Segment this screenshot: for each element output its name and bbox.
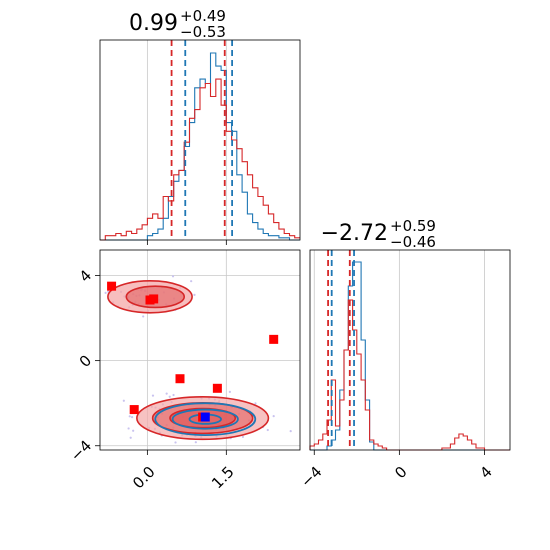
x-tick-label: 0.0 (129, 463, 159, 493)
histogram-param-0: 0.99 +0.49−0.53 (99, 7, 301, 245)
sample-dot (142, 315, 145, 318)
sample-dot (272, 415, 275, 418)
sample-dot (130, 416, 134, 419)
sample-dot (193, 293, 196, 297)
param-title-minus: −0.46 (390, 233, 436, 251)
sample-dot (266, 428, 269, 432)
param-title-minus: −0.53 (180, 23, 226, 41)
axes-frame (309, 249, 511, 451)
x-tick-label: 1.5 (208, 463, 238, 493)
sample-dot (168, 395, 171, 398)
sample-dot (194, 441, 197, 444)
param-title-value: −2.72 (321, 221, 388, 246)
sample-dot (92, 305, 94, 307)
axes-frame (99, 39, 301, 241)
scatter-contents (92, 275, 292, 444)
marker-red (107, 281, 117, 291)
sample-dot (96, 292, 98, 294)
sample-dot (241, 435, 245, 439)
contour-blue-0 (154, 402, 257, 437)
sample-dot (254, 402, 257, 405)
sample-dot (228, 390, 231, 393)
sample-dot (289, 430, 292, 433)
sample-dot (122, 399, 125, 402)
scatter-2d-panel: 0.0 1.5 −4 0 4 (67, 249, 301, 493)
sample-dot (190, 280, 193, 283)
x-tick-label: −4 (297, 463, 325, 491)
y-tick-label: 4 (76, 266, 95, 285)
y-tick-label: 0 (76, 351, 95, 370)
marker-red (269, 334, 279, 344)
histogram-blue (100, 52, 300, 241)
sample-dot (104, 291, 107, 294)
sample-dot (127, 427, 130, 430)
sample-dot (151, 394, 155, 397)
marker-red (129, 405, 139, 415)
marker-red (175, 374, 185, 384)
marker-blue (200, 412, 210, 422)
sample-dot (128, 415, 131, 418)
sample-dot (165, 392, 168, 395)
histogram-red (100, 78, 300, 241)
sample-dot (174, 441, 177, 444)
y-tick-label: −4 (67, 437, 95, 465)
sample-dot (171, 275, 175, 278)
axes-frame (99, 249, 301, 451)
marker-red (145, 295, 155, 305)
contour-blue-1 (171, 408, 239, 430)
param-title-plus: +0.49 (180, 7, 226, 25)
x-tick-label: 0 (391, 463, 410, 482)
x-tick-label: 4 (476, 463, 495, 482)
sample-dot (129, 436, 132, 439)
param-title-plus: +0.59 (390, 217, 436, 235)
param-title-value: 0.99 (129, 11, 178, 36)
marker-red (212, 383, 222, 393)
sample-dot (172, 393, 175, 397)
histogram-param-1: −4 0 4 −2.72 +0.59−0.46 (297, 217, 511, 491)
sample-dot (132, 429, 135, 432)
